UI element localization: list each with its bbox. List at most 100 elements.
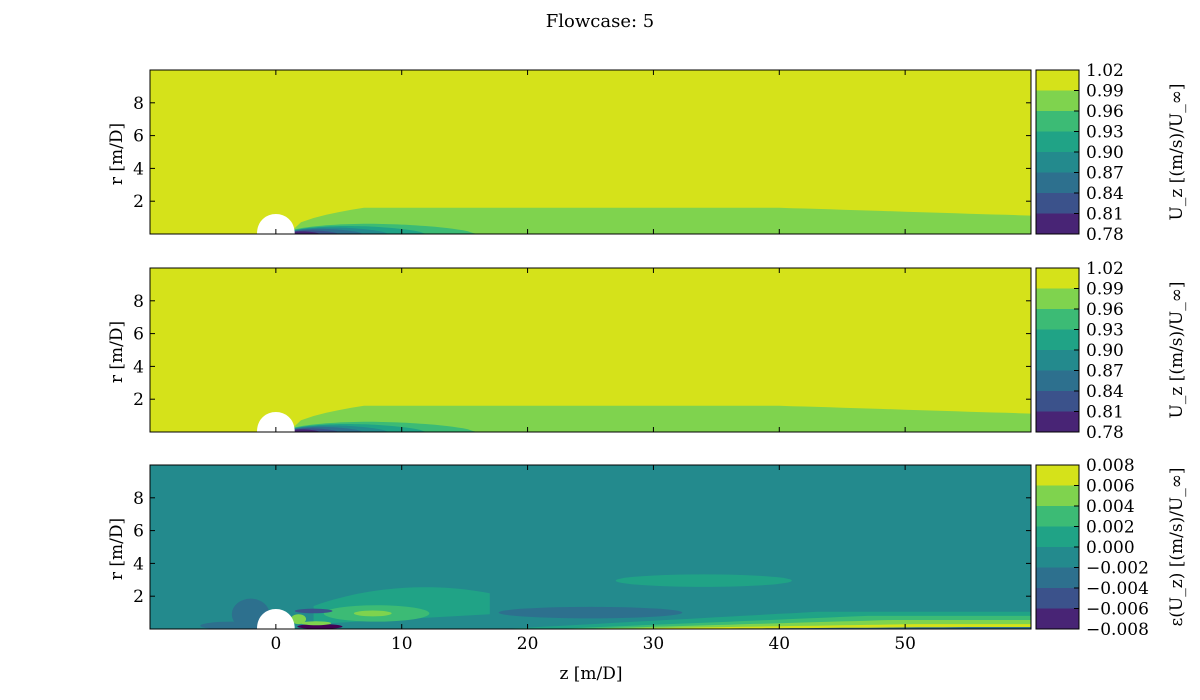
colorbar-swatch (1036, 567, 1079, 589)
colorbar-swatch (1036, 411, 1079, 433)
colorbar-tick-label: 0.93 (1086, 321, 1124, 341)
x-tick-label: 40 (768, 634, 790, 654)
negative-spot (200, 621, 264, 629)
far-positive-band (615, 574, 792, 587)
colorbar-swatch (1036, 588, 1079, 609)
body-shape (256, 412, 295, 432)
field-background (150, 70, 1031, 234)
axes-frame (149, 267, 1032, 433)
colorbar-tick-label: 0.008 (1086, 456, 1135, 476)
colorbar-tick-label: 0.84 (1086, 184, 1124, 204)
chart-title: Flowcase: 5 (546, 11, 654, 32)
colorbar-swatch (1036, 608, 1079, 630)
colorbar-tick-label: 1.02 (1086, 259, 1124, 279)
colorbar-label: U_z [(m/s)/U_∞] (1167, 281, 1187, 418)
x-tick-label: 30 (643, 634, 665, 654)
colorbar-label: U_z [(m/s)/U_∞] (1167, 83, 1187, 220)
x-tick-label: 50 (894, 634, 916, 654)
colorbar-swatch (1036, 526, 1079, 548)
colorbar-tick-label: 0.78 (1086, 225, 1124, 245)
colorbar-tick-label: 0.004 (1086, 497, 1135, 517)
colorbar-tick-label: −0.006 (1086, 600, 1149, 620)
colorbar-tick-label: 0.93 (1086, 123, 1124, 143)
y-tick-label: 2 (133, 587, 144, 607)
colorbar-tick-label: 0.81 (1086, 403, 1124, 423)
contour-field (150, 70, 1031, 234)
axes-frame (149, 464, 1032, 630)
colorbar-tick-label: 0.90 (1086, 143, 1124, 163)
colorbar-tick-label: 0.87 (1086, 164, 1124, 184)
colorbar-tick-label: 0.99 (1086, 280, 1124, 300)
wake-band (288, 207, 1031, 234)
colorbar-tick-label: −0.002 (1086, 559, 1149, 579)
x-axis-label: z [m/D] (559, 664, 622, 684)
colorbar-tick-label: 0.90 (1086, 341, 1124, 361)
colorbar-swatch (1036, 485, 1079, 507)
colorbar-swatch (1036, 329, 1079, 351)
colorbar-tick-label: 0.81 (1086, 205, 1124, 225)
colorbar-tick-label: 0.000 (1086, 538, 1135, 558)
y-tick-label: 6 (133, 325, 144, 345)
colorbar-tick-label: 0.87 (1086, 362, 1124, 382)
colorbar-swatch (1036, 309, 1079, 330)
y-axis-label: r [m/D] (107, 123, 127, 185)
colorbar-swatch (1036, 193, 1079, 214)
colorbar-tick-label: 0.006 (1086, 477, 1135, 497)
y-tick-label: 8 (133, 94, 144, 114)
positive-streak (301, 621, 332, 626)
positive-streak (290, 614, 307, 625)
negative-core (297, 624, 343, 629)
colorbar-tick-label: 0.002 (1086, 518, 1135, 538)
positive-peak (353, 610, 392, 617)
colorbar-tick-label: 0.96 (1086, 102, 1124, 122)
near-wake-core (288, 231, 320, 234)
axes-frame (149, 69, 1032, 235)
colorbar-tick-label: 0.84 (1086, 382, 1124, 402)
x-tick-label: 20 (517, 634, 539, 654)
colorbar-tick-label: 0.99 (1086, 82, 1124, 102)
y-tick-label: 8 (133, 292, 144, 312)
y-axis-label: r [m/D] (107, 321, 127, 383)
contour-field (150, 465, 1031, 629)
x-tick-label: 0 (270, 634, 281, 654)
field-background (150, 465, 1031, 629)
colorbar-tick-label: −0.008 (1086, 620, 1149, 640)
y-tick-label: 2 (133, 192, 144, 212)
y-tick-label: 6 (133, 522, 144, 542)
y-axis-label: r [m/D] (107, 518, 127, 580)
colorbar-swatch (1036, 131, 1079, 153)
colorbar-tick-label: 0.96 (1086, 300, 1124, 320)
y-tick-label: 6 (133, 127, 144, 147)
colorbar-swatch (1036, 111, 1079, 132)
colorbar-tick-label: −0.004 (1086, 579, 1149, 599)
body-shape (256, 214, 295, 234)
negative-streak (294, 608, 333, 614)
colorbar-swatch (1036, 465, 1079, 486)
colorbar-swatch (1036, 152, 1079, 173)
y-tick-label: 4 (133, 357, 144, 377)
colorbar-swatch (1036, 391, 1079, 412)
y-tick-label: 8 (133, 489, 144, 509)
contour-field (150, 268, 1031, 432)
colorbar-swatch (1036, 90, 1079, 112)
near-wake-core (288, 429, 320, 432)
x-tick-label: 10 (391, 634, 413, 654)
negative-band (498, 606, 683, 619)
colorbar-swatch (1036, 213, 1079, 235)
colorbar-swatch (1036, 350, 1079, 371)
colorbar-swatch (1036, 506, 1079, 527)
field-background (150, 268, 1031, 432)
y-tick-label: 4 (133, 159, 144, 179)
body-shape (256, 609, 295, 629)
wake-band (288, 405, 1031, 432)
colorbar-swatch (1036, 268, 1079, 289)
colorbar-tick-label: 0.78 (1086, 423, 1124, 443)
colorbar-label: ε(U_z) [(m/s)/U_∞] (1167, 467, 1187, 626)
colorbar-swatch (1036, 370, 1079, 392)
colorbar-tick-label: 1.02 (1086, 61, 1124, 81)
